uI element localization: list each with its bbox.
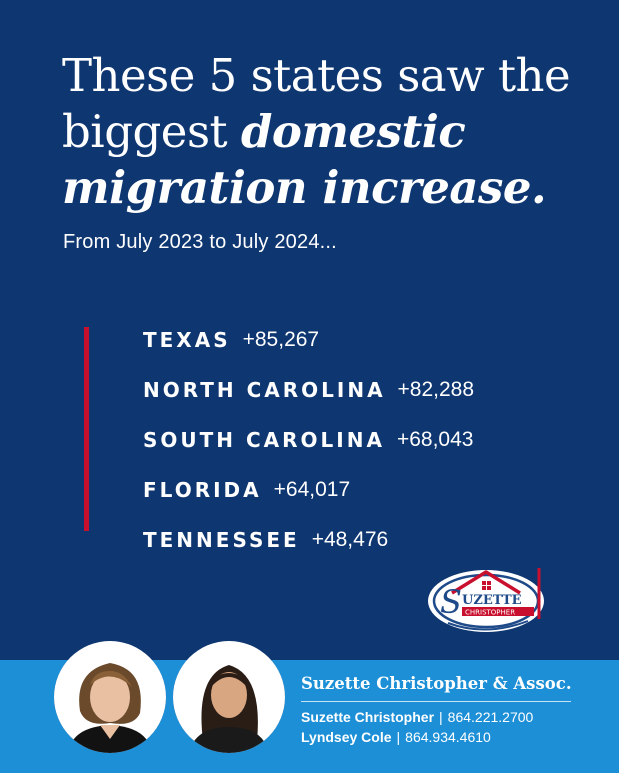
contact-suzette: Suzette Christopher | 864.221.2700 — [301, 709, 533, 725]
state-increase: +64,017 — [273, 478, 351, 501]
state-increase: +68,043 — [396, 428, 474, 451]
agent-photo-suzette — [54, 641, 166, 753]
contact-name: Lyndsey Cole — [301, 729, 392, 745]
headline-line-3: migration increase. — [62, 160, 582, 216]
headline: These 5 states saw the biggest domestic … — [62, 48, 582, 216]
brokerage-name: Suzette Christopher & Assoc. — [301, 674, 572, 693]
suzette-christopher-logo: S UZETTE CHRISTOPHER — [424, 563, 559, 638]
contact-separator: | — [439, 709, 443, 725]
state-increase: +85,267 — [242, 328, 320, 351]
contact-lyndsey: Lyndsey Cole | 864.934.4610 — [301, 729, 491, 745]
logo-mark: S UZETTE CHRISTOPHER — [428, 568, 544, 632]
state-list: TEXAS +85,267 NORTH CAROLINA +82,288 SOU… — [143, 315, 474, 565]
contact-name: Suzette Christopher — [301, 709, 435, 725]
state-row-tennessee: TENNESSEE +48,476 — [143, 515, 474, 565]
portrait-2 — [173, 641, 285, 753]
state-row-north-carolina: NORTH CAROLINA +82,288 — [143, 365, 474, 415]
headline-line-2-prefix: biggest — [62, 105, 241, 158]
red-accent-bar — [84, 327, 89, 531]
portrait-1 — [54, 641, 166, 753]
state-increase: +48,476 — [311, 528, 389, 551]
logo-initial: S — [440, 583, 462, 621]
headline-line-1: These 5 states saw the — [62, 49, 571, 102]
contact-phone: 864.934.4610 — [405, 729, 491, 745]
headline-emphasis-migration: migration increase. — [62, 161, 547, 214]
state-name: TEXAS — [143, 328, 231, 352]
agent-photo-lyndsey — [173, 641, 285, 753]
state-row-south-carolina: SOUTH CAROLINA +68,043 — [143, 415, 474, 465]
state-row-florida: FLORIDA +64,017 — [143, 465, 474, 515]
state-increase: +82,288 — [397, 378, 475, 401]
state-row-texas: TEXAS +85,267 — [143, 315, 474, 365]
contact-phone: 864.221.2700 — [447, 709, 534, 725]
state-name: TENNESSEE — [143, 528, 300, 552]
footer-divider — [301, 701, 571, 702]
state-name: SOUTH CAROLINA — [143, 428, 385, 452]
logo-wordmark: UZETTE — [462, 593, 522, 608]
headline-line-2: biggest domestic — [62, 104, 582, 160]
state-name: FLORIDA — [143, 478, 262, 502]
headline-emphasis-domestic: domestic — [240, 105, 466, 158]
contact-separator: | — [396, 729, 401, 745]
date-range-subhead: From July 2023 to July 2024... — [63, 231, 337, 253]
logo-subtitle: CHRISTOPHER — [465, 609, 515, 617]
state-name: NORTH CAROLINA — [143, 378, 386, 402]
